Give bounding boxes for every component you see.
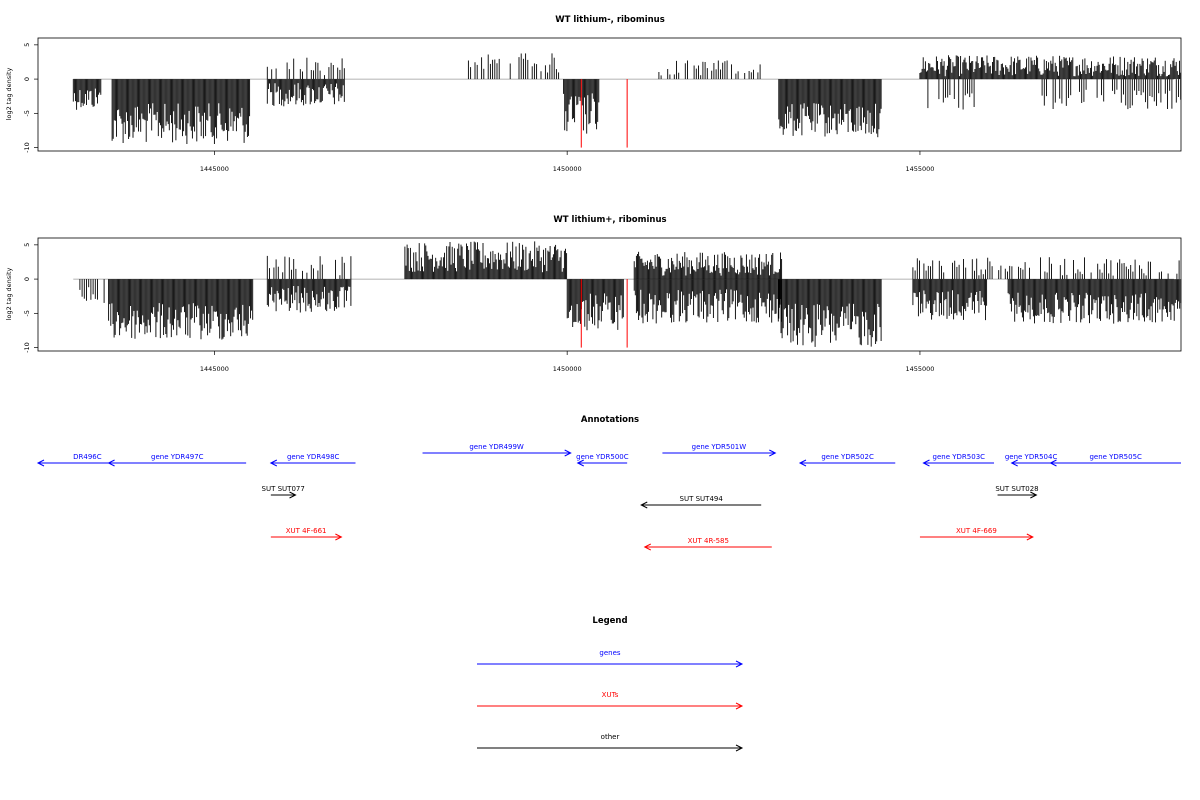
x-tick-label: 1445000 — [200, 365, 229, 373]
x-tick-label: 1450000 — [553, 365, 582, 373]
legend: genes XUTs other — [477, 649, 744, 752]
y-axis-label: log2 tag density — [5, 268, 13, 321]
feature-arrow-arrowhead — [107, 459, 115, 467]
y-tick-label: -10 — [23, 142, 31, 153]
feature-arrow-arrowhead — [643, 543, 652, 551]
feature-label: gene YDR504C — [1005, 453, 1058, 461]
feature-gene: gene YDR502C — [798, 453, 896, 467]
feature-label: XUT 4F-669 — [956, 527, 997, 535]
x-tick-label: 1455000 — [905, 165, 934, 173]
feature-arrow-arrowhead — [1049, 459, 1057, 467]
feature-label: gene YDR501W — [692, 443, 747, 451]
legend-arrow-arrowhead — [735, 744, 744, 752]
bar-layer — [73, 241, 1182, 348]
legend-title: Legend — [592, 616, 627, 626]
axes: 5 0 -5 -10 1445000 1450000 1455000 — [23, 243, 934, 373]
feature-xut: XUT 4F-661 — [270, 527, 343, 541]
feature-arrow-arrowhead — [335, 533, 343, 541]
legend-label: XUTs — [602, 691, 619, 699]
feature-xut: XUT 4F-669 — [919, 527, 1034, 541]
feature-gene: gene YDR505C — [1049, 453, 1181, 467]
feature-gene: gene YDR497C — [107, 453, 247, 467]
feature-arrow-arrowhead — [36, 459, 45, 467]
feature-arrow-arrowhead — [640, 501, 648, 509]
feature-label: DR496C — [73, 453, 102, 461]
x-tick-label: 1455000 — [905, 365, 934, 373]
feature-arrow-arrowhead — [269, 459, 278, 467]
legend-entry-xut: XUTs — [477, 691, 744, 710]
feature-label: gene YDR500C — [576, 453, 629, 461]
feature-arrow-arrowhead — [1010, 459, 1018, 467]
feature-label: SUT SUT494 — [680, 495, 724, 503]
y-tick-label: 0 — [23, 77, 31, 81]
track-lithium-plus: WT lithium+, ribominus log2 tag density … — [5, 215, 1182, 373]
legend-label: genes — [599, 649, 620, 657]
axes: 5 0 -5 -10 1445000 1450000 1455000 — [23, 43, 934, 173]
feature-label: SUT SUT077 — [262, 485, 305, 493]
y-tick-label: -10 — [23, 342, 31, 353]
y-tick-label: 5 — [23, 43, 31, 47]
annotation-features: DR496C gene YDR497C gene YDR498C gene YDR49… — [36, 443, 1181, 551]
legend-entry-other: other — [477, 733, 744, 752]
feature-label: SUT SUT028 — [995, 485, 1038, 493]
y-tick-label: -5 — [23, 110, 31, 116]
feature-gene: gene YDR499W — [422, 443, 572, 457]
legend-arrow-arrowhead — [735, 660, 744, 668]
feature-arrow-arrowhead — [289, 491, 297, 499]
y-axis-label: log2 tag density — [5, 68, 13, 121]
x-tick-label: 1445000 — [200, 165, 229, 173]
track-lithium-minus: WT lithium-, ribominus log2 tag density … — [5, 15, 1182, 173]
legend-entry-gene: genes — [477, 649, 744, 668]
feature-label: gene YDR502C — [821, 453, 874, 461]
feature-arrow-arrowhead — [922, 459, 930, 467]
feature-gene: gene YDR504C — [1005, 453, 1058, 467]
feature-arrow-arrowhead — [769, 449, 777, 457]
feature-arrow-arrowhead — [576, 459, 584, 467]
bar-layer — [72, 53, 1182, 148]
annotations-title: Annotations — [581, 415, 639, 425]
legend-label: other — [601, 733, 620, 741]
feature-label: gene YDR498C — [287, 453, 340, 461]
feature-gene: gene YDR501W — [662, 443, 777, 457]
legend-arrow-arrowhead — [735, 702, 744, 710]
track-title: WT lithium-, ribominus — [555, 15, 665, 25]
feature-arrow-arrowhead — [1026, 533, 1034, 541]
feature-label: gene YDR505C — [1089, 453, 1142, 461]
feature-label: gene YDR503C — [933, 453, 986, 461]
feature-xut: XUT 4R-585 — [643, 537, 772, 551]
feature-gene: gene YDR503C — [922, 453, 995, 467]
feature-gene: gene YDR500C — [576, 453, 629, 467]
y-tick-label: -5 — [23, 310, 31, 316]
y-tick-label: 0 — [23, 277, 31, 281]
track-title: WT lithium+, ribominus — [553, 215, 666, 225]
feature-label: XUT 4F-661 — [286, 527, 327, 535]
feature-arrow-arrowhead — [564, 449, 572, 457]
feature-gene: gene YDR498C — [269, 453, 356, 467]
feature-arrow-arrowhead — [1030, 491, 1038, 499]
feature-arrow-arrowhead — [798, 459, 807, 467]
y-tick-label: 5 — [23, 243, 31, 247]
feature-other: SUT SUT494 — [640, 495, 762, 509]
feature-label: XUT 4R-585 — [688, 537, 729, 545]
feature-label: gene YDR499W — [469, 443, 524, 451]
feature-label: gene YDR497C — [151, 453, 204, 461]
x-tick-label: 1450000 — [553, 165, 582, 173]
feature-other: SUT SUT077 — [262, 485, 305, 499]
feature-other: SUT SUT028 — [995, 485, 1039, 499]
